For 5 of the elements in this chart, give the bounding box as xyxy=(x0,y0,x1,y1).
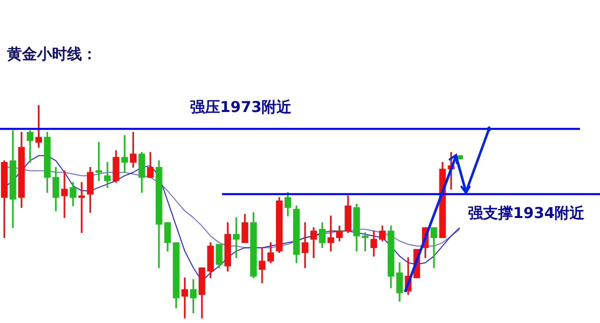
candlestick xyxy=(61,170,68,218)
candlestick xyxy=(302,222,308,268)
text: 黄金小时线： xyxy=(7,45,97,64)
ref-line-label: 强支撑1934附近 xyxy=(468,204,586,222)
ref-line-label: 强压1973附近 xyxy=(190,98,293,116)
